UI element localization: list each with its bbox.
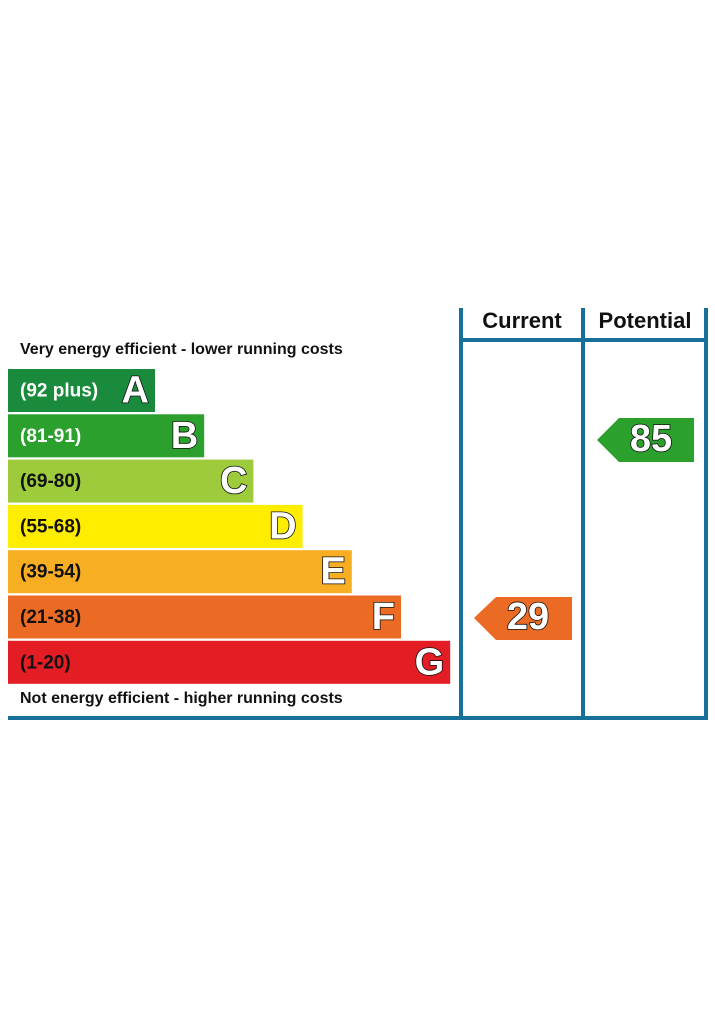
top-label: Very energy efficient - lower running co… — [20, 341, 343, 358]
bottom-label: Not energy efficient - higher running co… — [20, 690, 343, 707]
band-bar — [8, 550, 352, 594]
band-range: (81-91) — [20, 426, 81, 447]
band-range: (39-54) — [20, 562, 81, 583]
band-bar — [8, 414, 205, 458]
band-letter: D — [269, 505, 296, 547]
current-arrow — [474, 597, 572, 640]
band-letter: G — [415, 641, 445, 683]
band-letter: F — [372, 596, 395, 638]
current-value: 29 — [507, 596, 549, 638]
band-range: (69-80) — [20, 471, 81, 492]
band-letter: A — [122, 370, 149, 412]
band-range: (92 plus) — [20, 381, 98, 402]
bands: (92 plus) A (81-91) B (69-80) C (55-68) D (39-54… — [8, 369, 451, 684]
band-range: (21-38) — [20, 607, 81, 628]
current-header: Current — [482, 308, 562, 333]
band-range: (1-20) — [20, 652, 71, 673]
band-letter: C — [220, 460, 247, 502]
band-bar — [8, 640, 451, 684]
band-bar — [8, 459, 254, 503]
potential-value: 85 — [630, 418, 672, 460]
band-bar — [8, 369, 155, 412]
band-letter: E — [320, 551, 345, 593]
potential-arrow — [597, 418, 694, 462]
band-letter: B — [171, 415, 198, 457]
band-bar — [8, 595, 401, 639]
band-bar — [8, 504, 303, 548]
band-range: (55-68) — [20, 516, 81, 537]
potential-header: Potential — [599, 308, 692, 333]
